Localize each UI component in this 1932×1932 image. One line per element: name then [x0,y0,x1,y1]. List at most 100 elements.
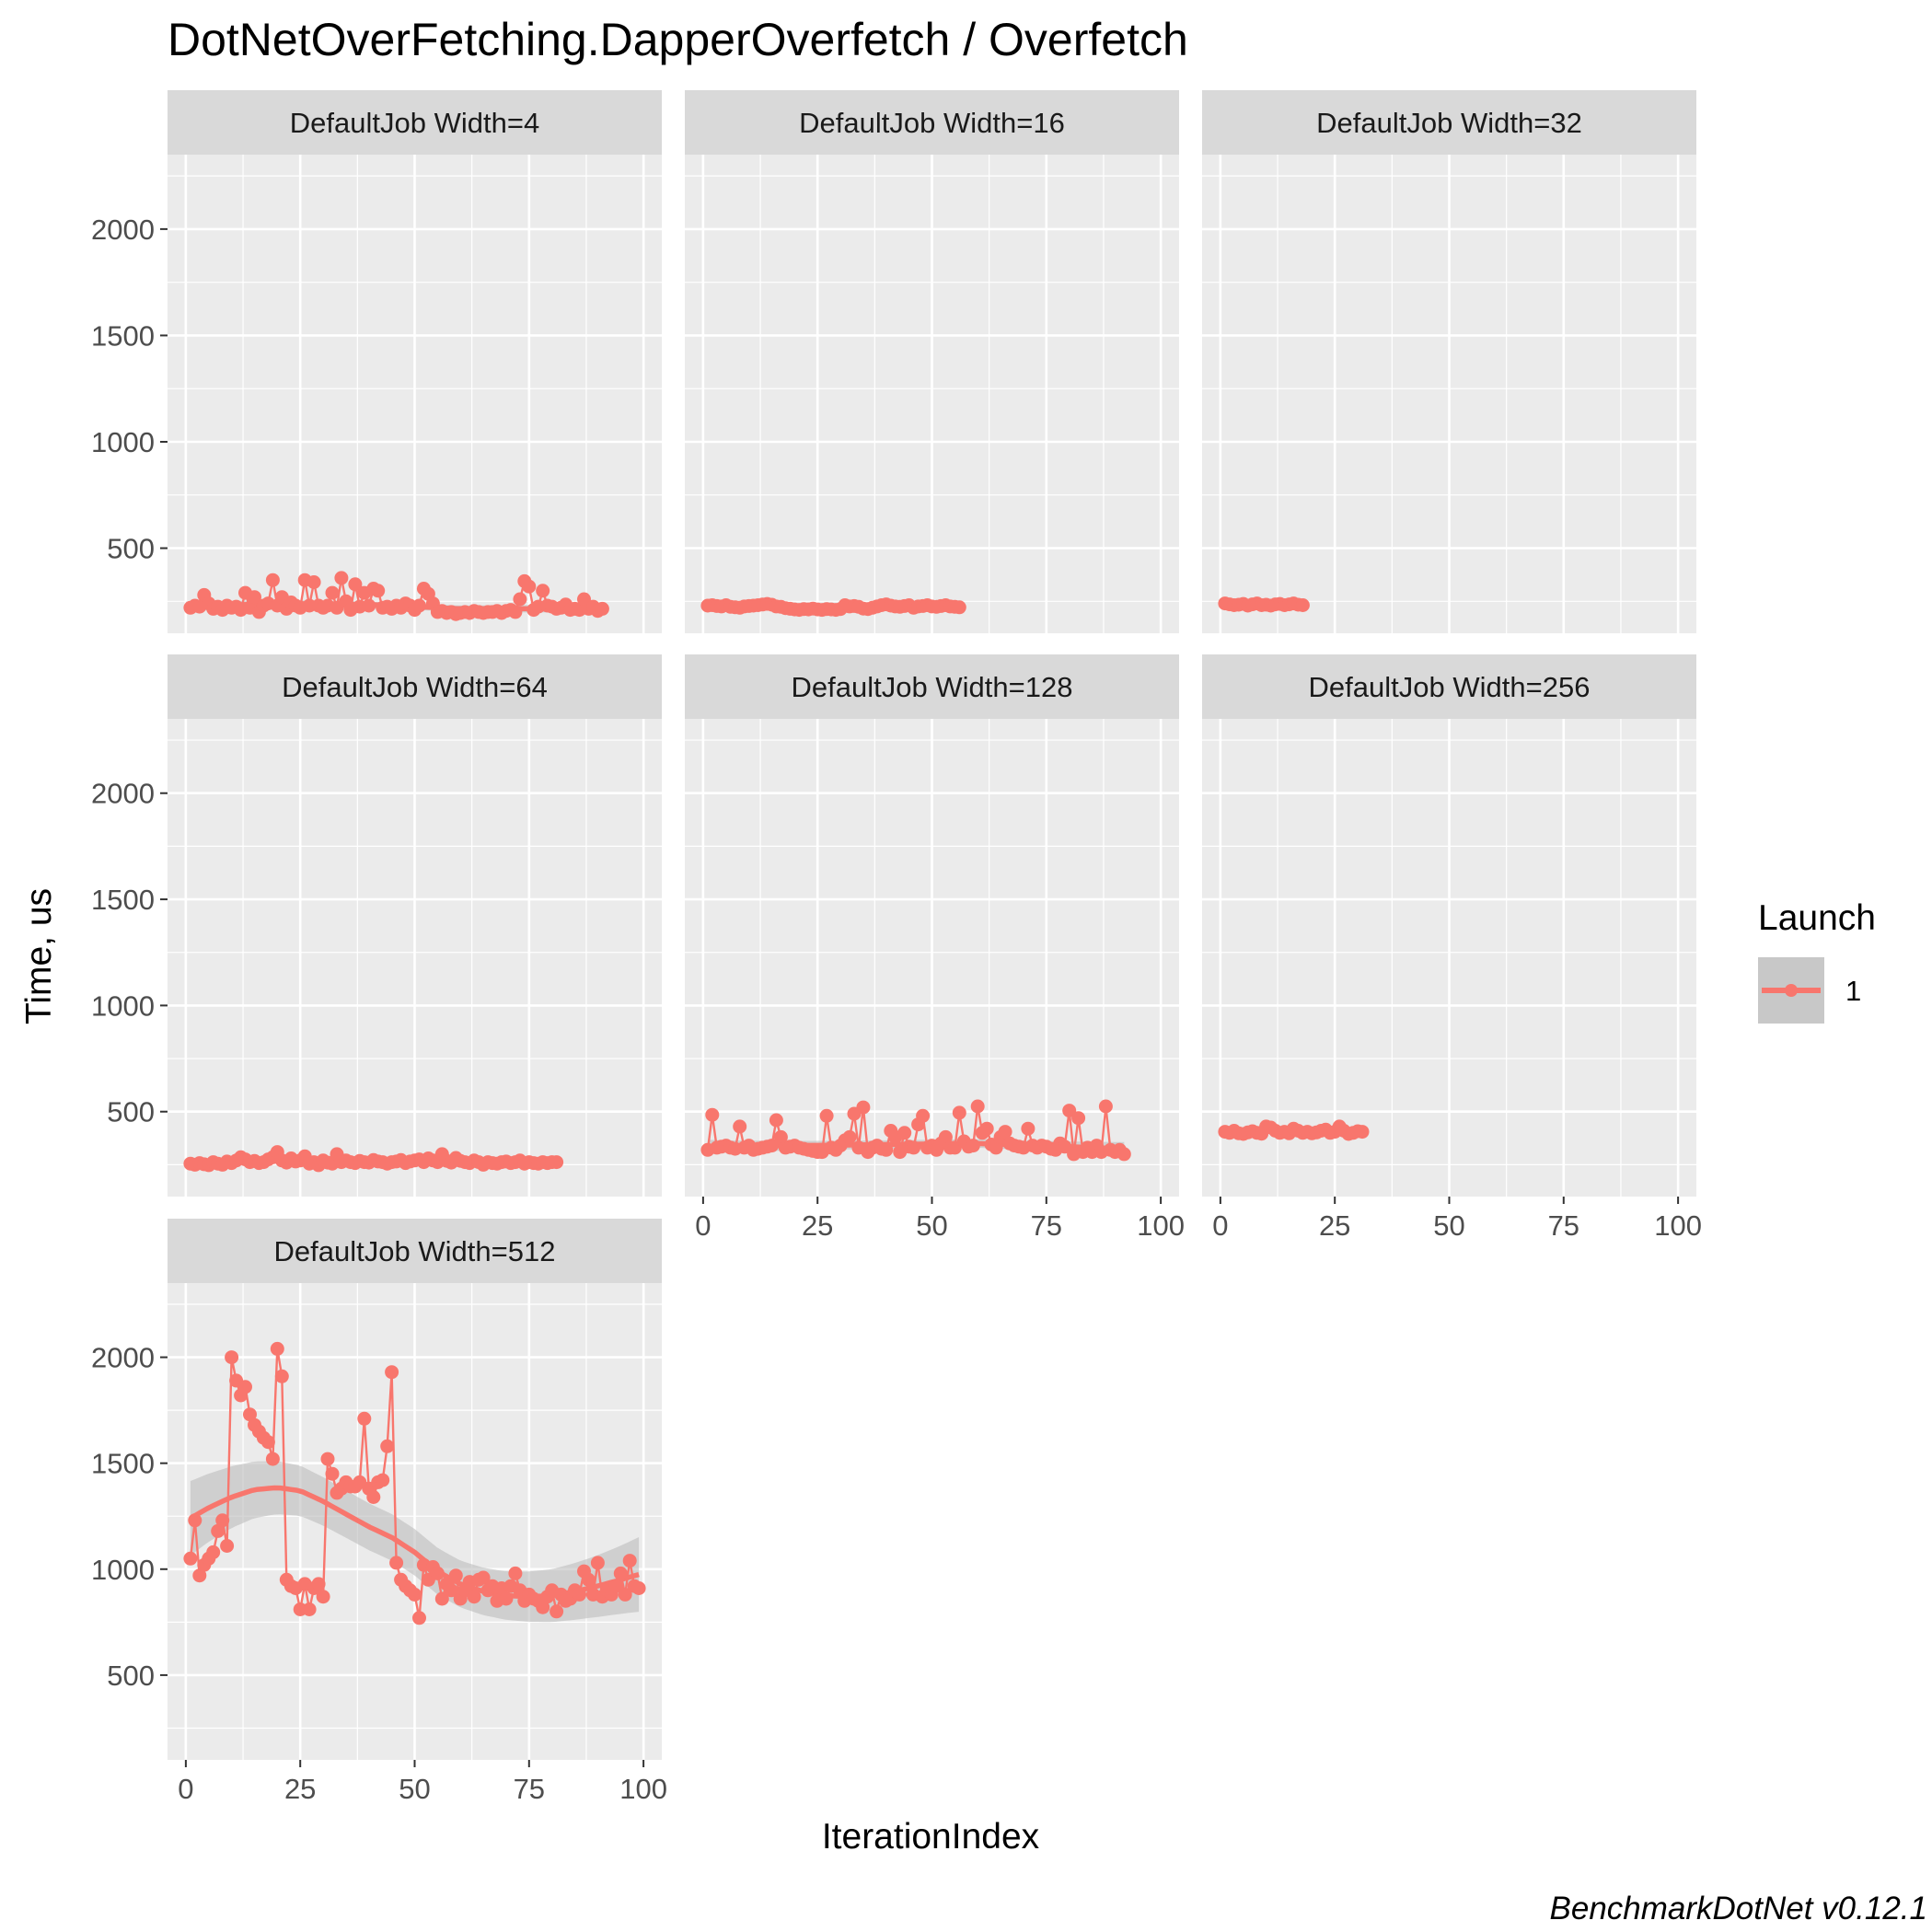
y-tick-label: 1500 [91,319,155,352]
facet-strip [685,90,1179,155]
data-point [348,577,363,592]
data-point [819,1108,834,1123]
data-point [389,1556,404,1570]
data-point [897,1126,912,1140]
data-point [325,1466,340,1481]
data-point [448,1568,463,1583]
data-point [618,1587,632,1602]
data-point [238,1380,252,1394]
data-point [211,1523,226,1538]
data-point [434,1591,449,1606]
facet-strip [168,654,662,719]
data-point [769,1113,783,1128]
facet-strip-label: DefaultJob Width=16 [799,107,1065,139]
data-point [206,1544,221,1559]
data-point [550,1604,564,1619]
data-point [270,1341,284,1356]
data-point [989,1140,1003,1155]
data-point [998,1125,1012,1140]
data-point [334,571,349,585]
data-point [613,1566,628,1580]
data-point [307,575,321,589]
caption: BenchmarkDotNet v0.12.1 [1550,1891,1927,1926]
data-point [316,1590,330,1604]
y-axis-title: Time, us [19,888,59,1024]
data-point [357,1411,372,1426]
y-tick-label: 1500 [91,884,155,916]
data-point [966,1139,980,1153]
data-point [274,1369,289,1383]
data-point [412,598,426,613]
x-tick-label: 50 [1433,1209,1464,1242]
data-point [371,584,386,598]
data-point [952,1105,966,1120]
data-point [1021,1121,1035,1136]
y-tick-label: 500 [107,1660,155,1692]
data-point [408,1587,422,1602]
data-point [573,1587,586,1602]
data-point [376,1473,390,1487]
data-point [550,1155,564,1170]
data-point [1062,1104,1077,1118]
data-point [188,1513,202,1528]
x-tick-label: 100 [1654,1209,1702,1242]
data-point [536,1600,550,1614]
facet-panel: DefaultJob Width=128 0 25 50 75 100 [685,654,1185,1242]
data-point [879,1142,894,1157]
facet-panel: DefaultJob Width=256 0 25 50 75 100 [1202,654,1702,1242]
facet-strip-label: DefaultJob Width=256 [1309,671,1591,703]
data-point [1295,598,1310,612]
legend: Launch 1 [1758,898,1876,1024]
data-point [476,1570,491,1585]
data-point [1098,1099,1113,1114]
data-point [1355,1125,1370,1140]
data-point [595,601,609,616]
x-tick-label: 75 [1548,1209,1579,1242]
data-point [1058,1140,1072,1154]
data-point [916,1108,931,1123]
facet-strip [168,1219,662,1283]
data-point [302,1602,317,1616]
data-point [508,605,523,619]
x-axis-title: IterationIndex [822,1817,1040,1857]
y-tick-label: 1000 [91,1554,155,1586]
data-point [380,1439,395,1453]
facet-strip [168,90,662,155]
facet-strip [685,654,1179,719]
data-point [765,1139,779,1153]
data-point [705,1107,720,1122]
y-tick-label: 2000 [91,1342,155,1374]
data-point [499,1591,514,1606]
x-tick-label: 0 [1212,1209,1228,1242]
x-tick-label: 25 [802,1209,833,1242]
facet-panel: DefaultJob Width=512 500 1000 1500 2000 0 25 50… [91,1219,667,1805]
data-point [362,598,376,613]
x-tick-label: 0 [695,1209,711,1242]
data-point [590,1556,605,1570]
data-point [522,579,537,594]
data-point [225,1350,239,1365]
x-tick-label: 25 [284,1773,316,1805]
facet-panel: DefaultJob Width=4 500 1000 1500 2000 [91,90,662,633]
data-point [979,1121,994,1136]
data-point [311,1577,326,1591]
facet-strip [1202,654,1696,719]
data-point [608,1579,623,1593]
data-point [952,600,966,615]
legend-key-point [1785,984,1798,997]
data-point [467,1590,481,1604]
legend-title: Launch [1758,898,1876,938]
data-point [1116,1147,1131,1162]
data-point [907,1140,921,1155]
data-point [842,1129,857,1144]
data-point [220,1539,235,1553]
x-tick-label: 75 [514,1773,545,1805]
data-point [265,1452,280,1466]
facet-panel: DefaultJob Width=16 [685,90,1179,633]
data-point [1071,1111,1086,1126]
facet-strip-label: DefaultJob Width=4 [290,107,539,139]
data-point [366,1490,381,1504]
y-tick-label: 2000 [91,214,155,246]
data-point [536,584,550,598]
